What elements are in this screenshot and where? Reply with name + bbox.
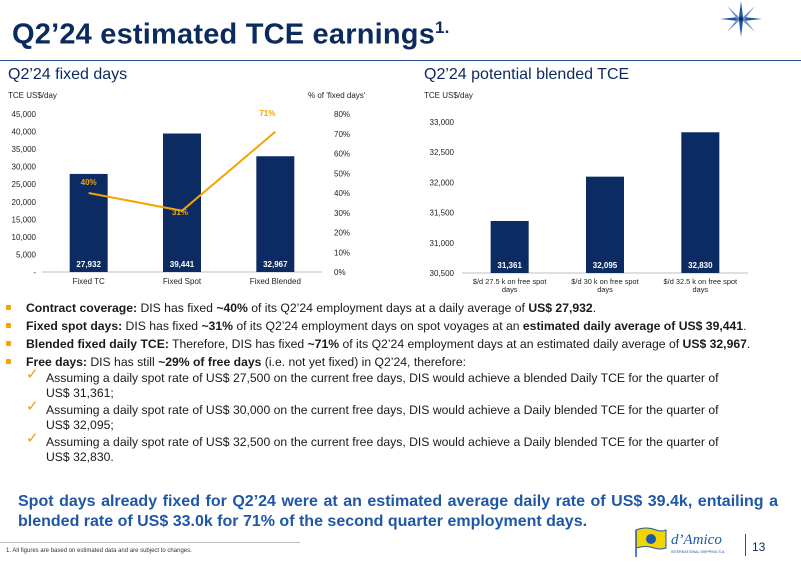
checkmark-icon: ✓: [26, 398, 39, 415]
chart1-bar: [163, 133, 201, 272]
conclusion-text: Spot days already fixed for Q2’24 were a…: [18, 493, 778, 530]
compass-rose-icon: [720, 1, 762, 37]
chart1-y2-tick-label: 40%: [334, 189, 350, 198]
chart2-y-tick-label: 33,000: [430, 118, 455, 127]
chart1-bar: [256, 156, 295, 272]
chart2-y-tick-label: 31,500: [430, 209, 455, 218]
chart2-y-tick-label: 30,500: [430, 269, 455, 278]
chart1-y-tick-label: 35,000: [12, 145, 37, 154]
chart1-y-tick-label: 40,000: [12, 128, 37, 137]
chart2-bar: [681, 132, 720, 273]
chart1-bar-value-label: 32,967: [263, 260, 288, 269]
logo-text: d’Amico: [671, 532, 722, 548]
footnote-rule: [0, 542, 300, 543]
chart1-y2-axis-label: % of 'fixed days': [308, 91, 366, 100]
chart1-y2-tick-label: 50%: [334, 169, 350, 178]
chart2-bar: [490, 220, 529, 273]
charts-canvas: - 5,000 10,000 15,000 20,000 25,000 30,000 35,0…: [12, 109, 748, 294]
chart2-y-tick-label: 32,500: [430, 148, 455, 157]
chart2-y-tick-label: 31,000: [430, 239, 455, 248]
chart1-pct-label: 31%: [172, 208, 188, 217]
chart2-y-axis-label: TCE US$/day: [424, 91, 473, 100]
chart1-y-tick-label: 20,000: [12, 198, 37, 207]
chart1-y-tick-label: 5,000: [16, 250, 37, 259]
page-number-separator: [745, 534, 746, 556]
title-footnote-mark: 1.: [435, 18, 450, 37]
bullet-marker: [6, 323, 11, 328]
flag-icon: [635, 527, 667, 557]
page-title: Q2’24 estimated TCE earnings1.: [12, 18, 450, 51]
chart1-y-tick-label: 30,000: [12, 163, 37, 172]
chart2-bar-value-label: 31,361: [497, 261, 522, 270]
chart2-bar: [586, 176, 624, 273]
chart1-category-label: Fixed TC: [73, 277, 106, 286]
chart1-bar: [69, 173, 108, 272]
checkmark-icon: ✓: [26, 430, 39, 447]
bullet-marker: [6, 305, 11, 310]
chart2-category-label: days: [597, 285, 613, 294]
chart1-bar-value-label: 39,441: [170, 260, 195, 269]
sub-bullet-27500: ✓ Assuming a daily spot rate of US$ 27,50…: [26, 366, 719, 400]
sub-bullet-list: ✓ Assuming a daily spot rate of US$ 27,50…: [26, 366, 794, 464]
chart1-y-axis-label: TCE US$/day: [8, 91, 57, 100]
chart2-category-label: $/d 32.5 k on free spot: [664, 277, 738, 286]
bullet-blended-tce: Blended fixed daily TCE: Therefore, DIS …: [4, 335, 794, 353]
bullet-list: Contract coverage: DIS has fixed ~40% of…: [4, 299, 794, 467]
chart2-category-label: days: [502, 285, 518, 294]
bullet-marker: [6, 359, 11, 364]
chart2-category-label: $/d 30 k on free spot: [571, 277, 638, 286]
page-number: 13: [752, 540, 766, 554]
damico-logo: d’Amico INTERNATIONAL SHIPPING S.A.: [635, 527, 725, 557]
chart2-title: Q2’24 potential blended TCE: [424, 66, 630, 83]
chart1-pct-label: 40%: [81, 178, 97, 187]
sub-bullet-30000: ✓ Assuming a daily spot rate of US$ 30,00…: [26, 398, 719, 432]
bullet-contract-coverage: Contract coverage: DIS has fixed ~40% of…: [4, 299, 794, 317]
chart1-title: Q2’24 fixed days: [8, 66, 128, 83]
chart1-y-tick-label: 45,000: [12, 110, 37, 119]
bullet-marker: [6, 341, 11, 346]
chart2-bar-value-label: 32,830: [688, 261, 713, 270]
chart1-y2-tick-label: 80%: [334, 110, 350, 119]
chart2-y-tick-label: 32,000: [430, 178, 455, 187]
chart2-category-label: days: [693, 285, 709, 294]
chart1-category-label: Fixed Spot: [163, 277, 202, 286]
footnote: 1. All figures are based on estimated da…: [6, 548, 192, 554]
chart2-category-label: $/d 27.5 k on free spot: [473, 277, 547, 286]
sub-bullet-32500: ✓ Assuming a daily spot rate of US$ 32,50…: [26, 430, 719, 464]
chart1-y2-tick-label: 0%: [334, 268, 346, 277]
chart2-bar-value-label: 32,095: [593, 261, 618, 270]
chart1-y-tick-label: 15,000: [12, 215, 37, 224]
chart1-y2-tick-label: 30%: [334, 209, 350, 218]
chart1-y-tick-label: -: [33, 268, 36, 277]
chart1-y-tick-label: 25,000: [12, 180, 37, 189]
chart1-pct-line: [88, 131, 276, 212]
chart1-bar-value-label: 27,932: [76, 260, 101, 269]
chart1-y2-tick-label: 60%: [334, 150, 350, 159]
chart1-category-label: Fixed Blended: [250, 277, 301, 286]
logo-subtext: INTERNATIONAL SHIPPING S.A.: [671, 550, 725, 554]
chart1-pct-label: 71%: [259, 109, 275, 118]
chart1-y2-tick-label: 10%: [334, 248, 350, 257]
title-rule: [0, 60, 801, 61]
chart1-y2-tick-label: 20%: [334, 229, 350, 238]
bullet-free-days: Free days: DIS has still ~29% of free da…: [4, 353, 794, 371]
checkmark-icon: ✓: [26, 366, 39, 383]
chart1-y-tick-label: 10,000: [12, 233, 37, 242]
chart1-y2-tick-label: 70%: [334, 130, 350, 139]
bullet-fixed-spot-days: Fixed spot days: DIS has fixed ~31% of i…: [4, 317, 794, 335]
